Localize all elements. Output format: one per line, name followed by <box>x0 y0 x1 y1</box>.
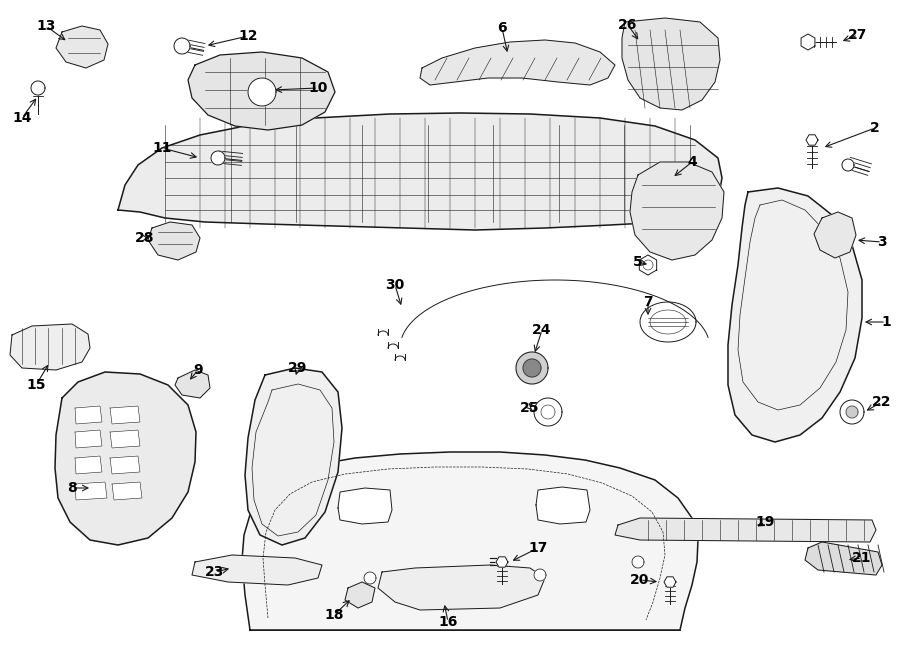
Text: 7: 7 <box>644 295 652 309</box>
Polygon shape <box>75 482 107 500</box>
Polygon shape <box>534 398 562 426</box>
Text: 6: 6 <box>497 21 507 35</box>
Polygon shape <box>846 406 858 418</box>
Polygon shape <box>534 569 546 581</box>
Text: 25: 25 <box>520 401 540 415</box>
Polygon shape <box>245 368 342 545</box>
Text: 30: 30 <box>385 278 405 292</box>
Text: 27: 27 <box>849 28 868 42</box>
Text: 11: 11 <box>152 141 172 155</box>
Text: 17: 17 <box>528 541 548 555</box>
Text: 23: 23 <box>205 565 225 579</box>
Polygon shape <box>110 430 140 448</box>
Polygon shape <box>10 324 90 370</box>
Text: 19: 19 <box>755 515 775 529</box>
Polygon shape <box>364 572 376 584</box>
Text: 10: 10 <box>309 81 328 95</box>
Text: 20: 20 <box>630 573 650 587</box>
Polygon shape <box>536 487 590 524</box>
Text: 22: 22 <box>872 395 892 409</box>
Text: 1: 1 <box>881 315 891 329</box>
Text: 8: 8 <box>68 481 76 495</box>
Text: 16: 16 <box>438 615 458 629</box>
Polygon shape <box>75 456 102 474</box>
Text: 2: 2 <box>870 121 880 135</box>
Text: 24: 24 <box>532 323 552 337</box>
Polygon shape <box>211 151 225 165</box>
Polygon shape <box>110 456 140 474</box>
Polygon shape <box>840 400 864 424</box>
Polygon shape <box>148 222 200 260</box>
Polygon shape <box>75 406 102 424</box>
Text: 21: 21 <box>852 551 872 565</box>
Text: 28: 28 <box>135 231 155 245</box>
Polygon shape <box>664 577 676 587</box>
Polygon shape <box>110 406 140 424</box>
Polygon shape <box>118 113 722 230</box>
Polygon shape <box>615 518 876 542</box>
Polygon shape <box>56 26 108 68</box>
Polygon shape <box>75 430 102 448</box>
Polygon shape <box>420 40 615 85</box>
Text: 15: 15 <box>26 378 46 392</box>
Polygon shape <box>188 52 335 130</box>
Polygon shape <box>192 555 322 585</box>
Text: 13: 13 <box>36 19 56 33</box>
Text: 29: 29 <box>288 361 308 375</box>
Polygon shape <box>805 542 882 575</box>
Text: 12: 12 <box>238 29 257 43</box>
Text: 5: 5 <box>633 255 643 269</box>
Polygon shape <box>31 81 45 95</box>
Polygon shape <box>112 482 142 500</box>
Text: 26: 26 <box>618 18 638 32</box>
Text: 14: 14 <box>13 111 32 125</box>
Polygon shape <box>630 162 724 260</box>
Polygon shape <box>523 359 541 377</box>
Text: 9: 9 <box>194 363 202 377</box>
Polygon shape <box>345 582 375 608</box>
Polygon shape <box>842 159 854 171</box>
Polygon shape <box>801 34 814 50</box>
Polygon shape <box>174 38 190 54</box>
Polygon shape <box>55 372 196 545</box>
Polygon shape <box>338 488 392 524</box>
Polygon shape <box>632 556 644 568</box>
Polygon shape <box>496 557 508 567</box>
Polygon shape <box>639 255 657 275</box>
Polygon shape <box>242 452 698 630</box>
Polygon shape <box>640 302 696 342</box>
Polygon shape <box>516 352 548 384</box>
Polygon shape <box>806 135 818 145</box>
Polygon shape <box>175 370 210 398</box>
Text: 18: 18 <box>324 608 344 622</box>
Polygon shape <box>622 18 720 110</box>
Text: 3: 3 <box>878 235 886 249</box>
Polygon shape <box>378 565 545 610</box>
Polygon shape <box>728 188 862 442</box>
Text: 4: 4 <box>687 155 697 169</box>
Polygon shape <box>814 212 856 258</box>
Polygon shape <box>248 78 276 106</box>
